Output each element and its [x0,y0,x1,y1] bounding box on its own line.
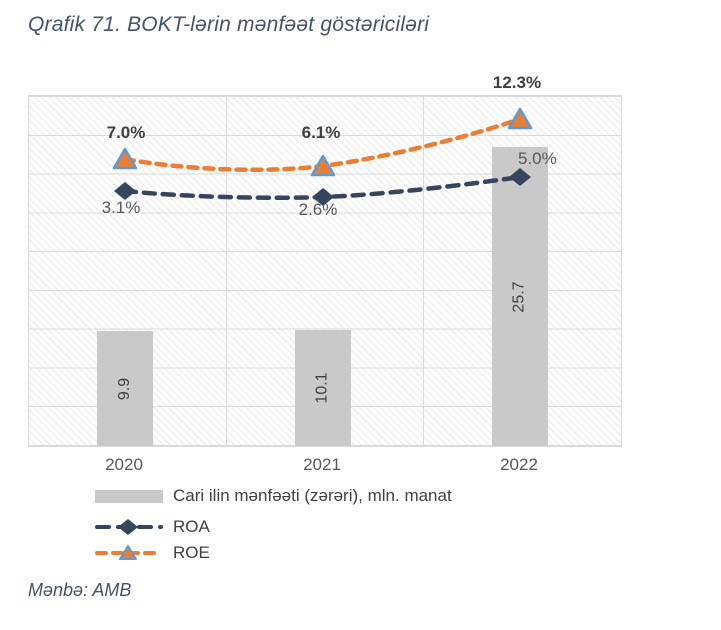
x-axis-label-2022: 2022 [500,455,538,474]
x-axis-label-2020: 2020 [105,455,143,474]
roe-label-2020: 7.0% [106,123,146,142]
roa-marker-diamond [312,188,334,206]
x-axis-label-2021: 2021 [303,455,341,474]
bar-2022: 25.7 [492,147,548,446]
roe-marker-triangle [507,107,533,130]
vertical-gridline [226,96,227,446]
legend-label: Cari ilin mənfəəti (zərəri), mln. manat [173,486,452,505]
roe-label-2021: 6.1% [301,123,341,142]
roa-label-2022: 5.0% [518,149,557,168]
roa-label-2021: 2.6% [298,200,338,219]
vertical-gridline [423,96,424,446]
bar-2020: 9.9 [97,331,153,446]
roa-marker-diamond [509,168,531,186]
roa-legend-line-icon [95,518,163,536]
legend-item-roa: ROA [95,517,210,537]
roe-marker-triangle [112,147,138,170]
source-note: Mənbə: AMB [28,580,132,600]
roe-legend-line-icon [95,544,163,562]
legend-label: ROA [173,517,210,536]
roa-marker-diamond [114,182,136,200]
roa-label-2020: 3.1% [101,198,141,217]
chart-title: Qrafik 71. BOKT-lərin mənfəət göstəricil… [28,13,430,36]
plot-area: 9.9 10.1 25.7 [28,95,622,447]
roe-marker-triangle [310,154,336,177]
legend-label: ROE [173,543,210,562]
bar-2021: 10.1 [295,330,351,446]
legend-item-roe: ROE [95,543,210,563]
bar-legend-swatch-icon [95,487,163,505]
line-series-layer [112,107,533,206]
roe-label-2022: 12.3% [492,73,542,92]
legend-item-bar: Cari ilin mənfəəti (zərəri), mln. manat [95,486,452,506]
